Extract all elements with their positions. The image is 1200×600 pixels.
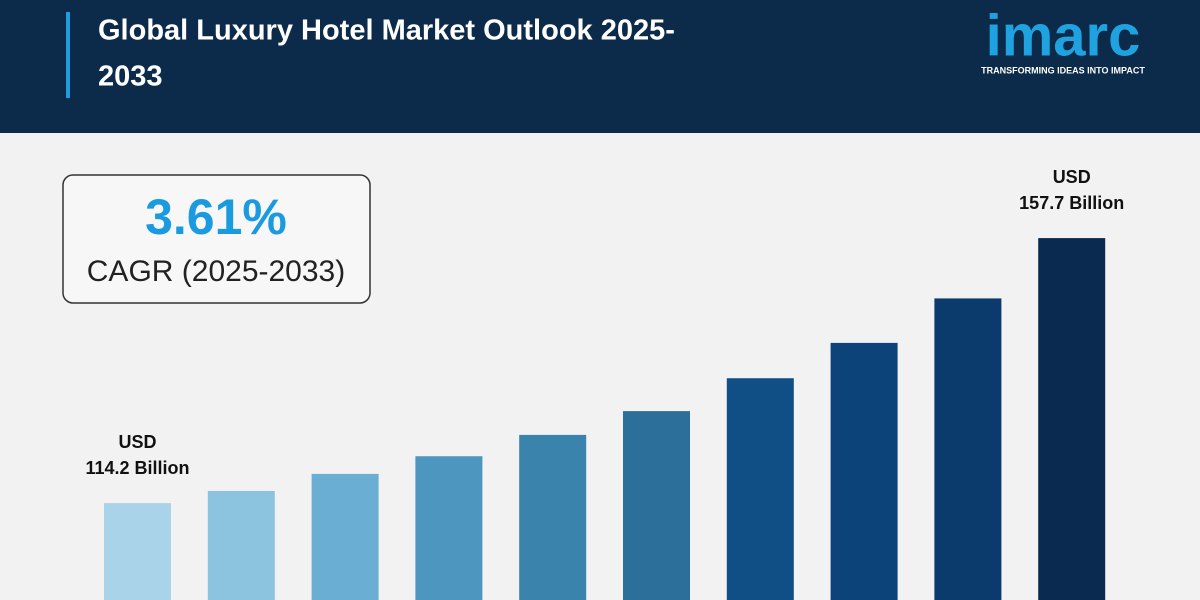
logo-name: imarc <box>986 3 1141 68</box>
value-label: USD <box>118 432 156 452</box>
header <box>0 0 1200 133</box>
bar <box>104 503 171 600</box>
chart-title: Global Luxury Hotel Market Outlook 2025- <box>98 15 675 47</box>
logo-tagline: TRANSFORMING IDEAS INTO IMPACT <box>981 65 1145 75</box>
bar <box>623 411 690 600</box>
bar <box>830 342 898 600</box>
bar <box>1038 238 1106 600</box>
bar <box>415 456 483 600</box>
cagr-label: CAGR (2025-2033) <box>87 255 345 288</box>
cagr-value: 3.61% <box>145 189 287 245</box>
header-accent <box>66 12 70 98</box>
chart-title: 2033 <box>98 61 163 93</box>
bar <box>311 473 379 600</box>
value-label: 114.2 Billion <box>85 458 189 478</box>
bar <box>726 378 794 600</box>
bar <box>207 490 275 600</box>
value-label: 157.7 Billion <box>1019 193 1124 213</box>
bar <box>519 434 587 600</box>
value-label: USD <box>1053 167 1091 187</box>
cagr-box <box>62 174 371 304</box>
bar <box>934 298 1002 600</box>
